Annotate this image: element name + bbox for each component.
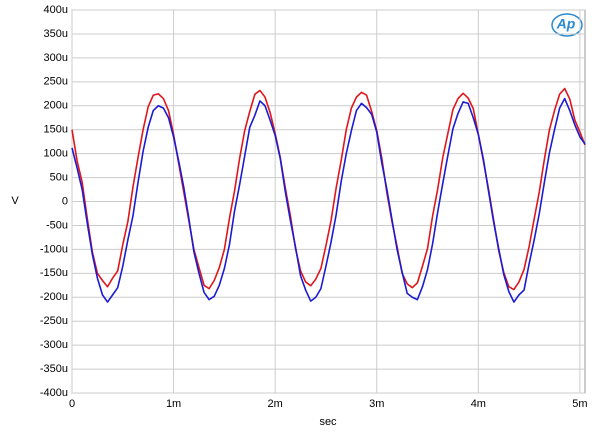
y-tick-label: 400u <box>44 4 68 16</box>
logo: Ap <box>551 13 583 37</box>
y-tick-label: -300u <box>40 339 68 351</box>
x-tick-label: 5m <box>572 398 587 410</box>
y-tick-label: -100u <box>40 243 68 255</box>
x-axis-label: sec <box>319 416 337 428</box>
x-tick-label: 1m <box>166 398 181 410</box>
y-axis-label: V <box>11 195 19 207</box>
x-tick-label: 3m <box>369 398 384 410</box>
y-tick-label: 300u <box>44 52 68 64</box>
y-tick-label: 250u <box>44 76 68 88</box>
y-tick-label: -200u <box>40 291 68 303</box>
y-tick-label: 100u <box>44 148 68 160</box>
y-tick-label: -350u <box>40 363 68 375</box>
logo-ring <box>551 13 583 37</box>
y-tick-label: -400u <box>40 387 68 399</box>
y-tick-label: 0 <box>62 195 68 207</box>
x-tick-label: 4m <box>471 398 486 410</box>
x-tick-label: 2m <box>268 398 283 410</box>
logo-text: Ap <box>556 16 576 32</box>
x-tick-label: 0 <box>69 398 75 410</box>
y-tick-label: -150u <box>40 267 68 279</box>
y-tick-label: 150u <box>44 124 68 136</box>
y-tick-label: 50u <box>50 171 68 183</box>
series-line <box>71 97 586 303</box>
y-tick-label: -250u <box>40 315 68 327</box>
y-tick-label: 350u <box>44 28 68 40</box>
y-tick-label: -50u <box>46 219 68 231</box>
y-tick-label: 200u <box>44 100 68 112</box>
